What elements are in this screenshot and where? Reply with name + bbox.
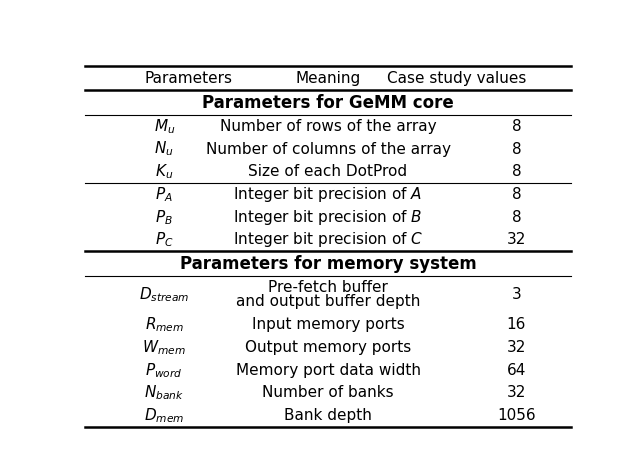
Text: Integer bit precision of $C$: Integer bit precision of $C$ xyxy=(233,230,423,249)
Text: Number of rows of the array: Number of rows of the array xyxy=(220,119,436,134)
Text: 8: 8 xyxy=(511,164,522,179)
Text: 8: 8 xyxy=(511,119,522,134)
Text: Parameters for GeMM core: Parameters for GeMM core xyxy=(202,94,454,112)
Text: Memory port data width: Memory port data width xyxy=(236,363,420,378)
Text: Size of each DotProd: Size of each DotProd xyxy=(248,164,408,179)
Text: Input memory ports: Input memory ports xyxy=(252,317,404,332)
Text: and output buffer depth: and output buffer depth xyxy=(236,294,420,309)
Text: $N_u$: $N_u$ xyxy=(154,140,174,159)
Text: 8: 8 xyxy=(511,210,522,225)
Text: Parameters: Parameters xyxy=(145,71,232,86)
Text: 8: 8 xyxy=(511,187,522,202)
Text: 32: 32 xyxy=(507,340,526,355)
Text: 8: 8 xyxy=(511,142,522,157)
Text: Integer bit precision of $B$: Integer bit precision of $B$ xyxy=(233,208,423,227)
Text: $N_{bank}$: $N_{bank}$ xyxy=(145,384,184,402)
Text: $P_{word}$: $P_{word}$ xyxy=(145,361,183,379)
Text: $D_{mem}$: $D_{mem}$ xyxy=(144,406,184,425)
Text: $M_u$: $M_u$ xyxy=(154,117,175,136)
Text: Pre-fetch buffer: Pre-fetch buffer xyxy=(268,280,388,295)
Text: $K_u$: $K_u$ xyxy=(155,162,173,181)
Text: 16: 16 xyxy=(507,317,526,332)
Text: $W_{mem}$: $W_{mem}$ xyxy=(143,338,186,357)
Text: $R_{mem}$: $R_{mem}$ xyxy=(145,315,184,334)
Text: 3: 3 xyxy=(511,287,522,302)
Text: 32: 32 xyxy=(507,385,526,401)
Text: 1056: 1056 xyxy=(497,408,536,423)
Text: Integer bit precision of $A$: Integer bit precision of $A$ xyxy=(234,185,422,204)
Text: 64: 64 xyxy=(507,363,526,378)
Text: $P_C$: $P_C$ xyxy=(155,230,173,249)
Text: Bank depth: Bank depth xyxy=(284,408,372,423)
Text: Case study values: Case study values xyxy=(387,71,527,86)
Text: Number of banks: Number of banks xyxy=(262,385,394,401)
Text: 32: 32 xyxy=(507,232,526,248)
Text: Meaning: Meaning xyxy=(296,71,360,86)
Text: Output memory ports: Output memory ports xyxy=(245,340,411,355)
Text: $D_{stream}$: $D_{stream}$ xyxy=(139,285,189,304)
Text: $P_B$: $P_B$ xyxy=(156,208,173,226)
Text: $P_A$: $P_A$ xyxy=(156,185,173,204)
Text: Parameters for memory system: Parameters for memory system xyxy=(180,254,476,273)
Text: Number of columns of the array: Number of columns of the array xyxy=(205,142,451,157)
